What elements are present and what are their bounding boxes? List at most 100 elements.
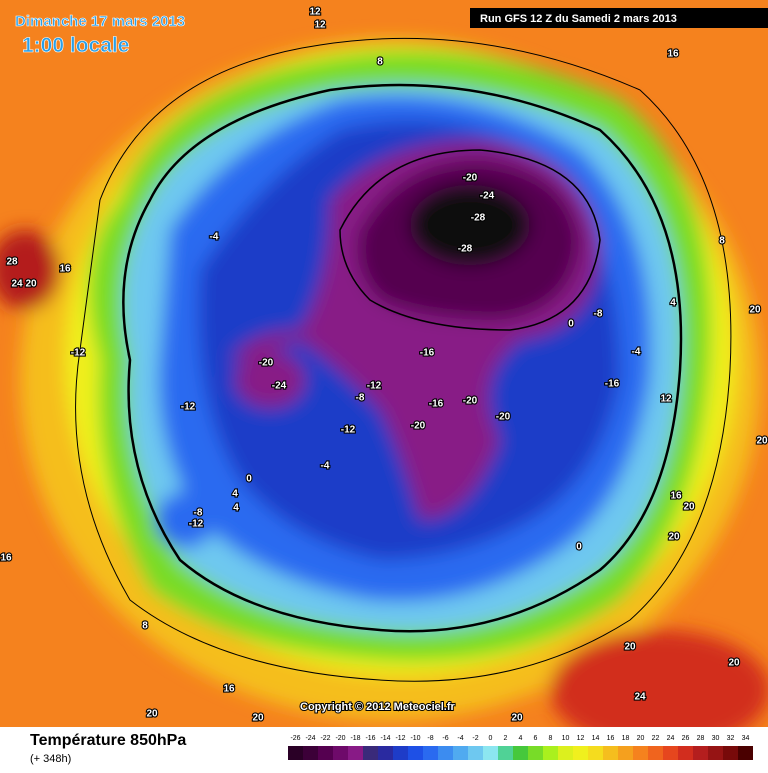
colorbar-label: 32	[727, 735, 735, 742]
contour-label: -12	[181, 402, 196, 413]
colorbar-swatch	[573, 746, 588, 760]
contour-label: 0	[246, 474, 252, 485]
footer-title: Température 850hPa	[30, 732, 186, 749]
colorbar-label: -2	[472, 735, 478, 742]
colorbar-label: 2	[504, 735, 508, 742]
contour-label: 0	[568, 319, 574, 330]
colorbar-label: 30	[712, 735, 720, 742]
lead-time: (+ 348h)	[30, 753, 71, 765]
contour-label: 12	[314, 20, 326, 31]
colorbar-label: 8	[549, 735, 553, 742]
contour-label: 20	[756, 436, 768, 447]
colorbar-swatch	[333, 746, 348, 760]
colorbar-swatch	[558, 746, 573, 760]
colorbar-swatch	[438, 746, 453, 760]
colorbar-swatch	[618, 746, 633, 760]
colorbar-swatch	[513, 746, 528, 760]
contour-label: -28	[458, 244, 473, 255]
contour-label: 20	[146, 709, 158, 720]
colorbar-swatch	[288, 746, 303, 760]
colorbar-swatch	[603, 746, 618, 760]
colorbar-swatch	[678, 746, 693, 760]
contour-label: 20	[728, 658, 740, 669]
contour-label: 16	[670, 491, 682, 502]
colorbar-label: -20	[335, 735, 345, 742]
colorbar-label: 0	[489, 735, 493, 742]
contour-label: 28	[6, 257, 18, 268]
colorbar-swatch	[633, 746, 648, 760]
colorbar-swatch	[363, 746, 378, 760]
colorbar-swatch	[378, 746, 393, 760]
contour-label: -8	[356, 393, 365, 404]
colorbar-swatch	[648, 746, 663, 760]
contour-label: 8	[719, 236, 725, 247]
contour-label: -12	[341, 425, 356, 436]
temperature-field	[0, 0, 768, 750]
contour-label: -28	[471, 213, 486, 224]
colorbar-swatch	[543, 746, 558, 760]
copyright: Copyright © 2012 Meteociel.fr	[300, 701, 456, 713]
colorbar: -26 -24 -22 -20 -18 -16 -14 -12 -10 -8 -6 -4 -2 0 2 4 6 8…	[288, 735, 753, 760]
contour-label: 8	[377, 57, 383, 68]
contour-labels: -20-24-28-28-16-20-24 -12-8-16 -20-20-20-1…	[0, 6, 768, 725]
colorbar-swatch	[693, 746, 708, 760]
colorbar-label: -12	[395, 735, 405, 742]
contour-label: 4	[232, 489, 238, 500]
colorbar-label: 16	[607, 735, 615, 742]
colorbar-label: -6	[442, 735, 448, 742]
contour-label: 20	[749, 305, 761, 316]
contour-label: -12	[367, 381, 382, 392]
colorbar-label: -14	[380, 735, 390, 742]
colorbar-swatch	[708, 746, 723, 760]
contour-label: 0	[576, 542, 582, 553]
colorbar-swatch	[408, 746, 423, 760]
contour-label: -8	[594, 309, 603, 320]
contour-label: 8	[142, 621, 148, 632]
contour-label: -16	[429, 399, 444, 410]
contour-label: -4	[632, 347, 641, 358]
run-box	[470, 8, 768, 28]
local-time: 1:00 locale	[22, 34, 129, 57]
contour-label: 16	[223, 684, 235, 695]
colorbar-label: 14	[592, 735, 600, 742]
contour-label: -20	[496, 412, 511, 423]
colorbar-label: -10	[410, 735, 420, 742]
colorbar-label: -18	[350, 735, 360, 742]
colorbar-swatch	[348, 746, 363, 760]
colorbar-label: 18	[622, 735, 630, 742]
colorbar-swatch	[498, 746, 513, 760]
contour-label: -8	[194, 508, 203, 519]
contour-label: -24	[272, 381, 287, 392]
colorbar-label: 10	[562, 735, 570, 742]
contour-label: -20	[463, 173, 478, 184]
date: Dimanche 17 mars 2013	[15, 13, 185, 30]
contour-label: -24	[480, 191, 495, 202]
colorbar-swatch	[453, 746, 468, 760]
colorbar-swatch	[588, 746, 603, 760]
colorbar-swatch	[468, 746, 483, 760]
colorbar-label: -4	[457, 735, 463, 742]
colorbar-label: 20	[637, 735, 645, 742]
contour-label: 24	[11, 279, 23, 290]
colorbar-label: 34	[742, 735, 750, 742]
contour-label: -4	[321, 461, 330, 472]
colorbar-label: 12	[577, 735, 585, 742]
contour-label: 24	[634, 692, 646, 703]
colorbar-swatch	[393, 746, 408, 760]
colorbar-swatch	[723, 746, 738, 760]
contour-label: -16	[420, 348, 435, 359]
colorbar-swatch	[303, 746, 318, 760]
colorbar-swatch	[483, 746, 498, 760]
contour-label: 4	[233, 503, 239, 514]
contour-label: 4	[670, 298, 676, 309]
contour-label: -20	[411, 421, 426, 432]
contour-label: -12	[189, 519, 204, 530]
contour-label: -12	[71, 348, 86, 359]
contour-label: 16	[667, 49, 679, 60]
colorbar-label: 26	[682, 735, 690, 742]
contour-label: -20	[259, 358, 274, 369]
colorbar-label: 22	[652, 735, 660, 742]
contour-label: -20	[463, 396, 478, 407]
contour-label: 20	[25, 279, 37, 290]
